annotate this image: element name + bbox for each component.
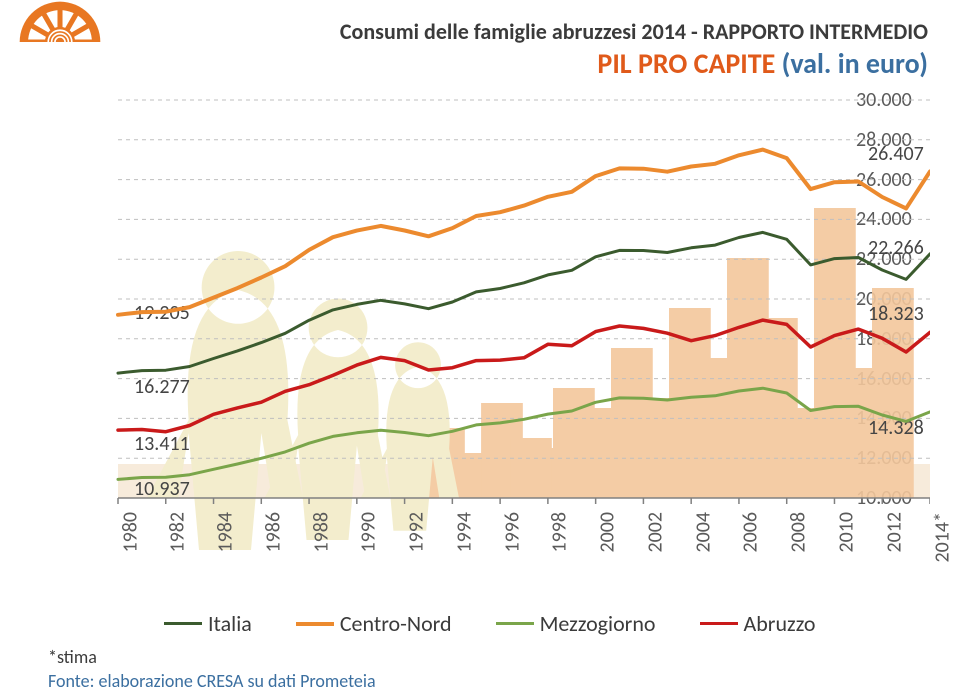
pil-pro-capite-chart: 10.00012.00014.00016.00018.00020.00022.0… <box>34 96 930 558</box>
legend-swatch-abruzzo <box>700 622 738 626</box>
super-title: Consumi delle famiglie abruzzesi 2014 - … <box>340 18 928 45</box>
series-centro-nord <box>118 150 930 315</box>
legend-swatch-centro-nord <box>296 622 334 626</box>
legend-label-mezzogiorno: Mezzogiorno <box>540 610 656 637</box>
legend-label-abruzzo: Abruzzo <box>744 610 816 637</box>
chart-legend: Italia Centro-Nord Mezzogiorno Abruzzo <box>164 610 816 637</box>
legend-swatch-italia <box>164 622 202 625</box>
cresa-logo <box>18 0 102 84</box>
legend-item-mezzogiorno: Mezzogiorno <box>496 610 656 637</box>
legend-label-italia: Italia <box>208 610 252 637</box>
logo-hub <box>45 27 75 57</box>
legend-item-italia: Italia <box>164 610 252 637</box>
series-italia <box>118 232 930 373</box>
xtick-label: 2014* <box>930 512 954 563</box>
chart-plot <box>34 96 930 558</box>
footnote-stima: *stima <box>48 646 97 668</box>
main-title: PIL PRO CAPITE (val. in euro) <box>597 46 928 81</box>
source-line: Fonte: elaborazione CRESA su dati Promet… <box>48 670 376 692</box>
legend-swatch-mezzogiorno <box>496 622 534 625</box>
series-mezzogiorno <box>118 388 930 479</box>
main-title-prefix: PIL PRO CAPITE <box>597 46 781 81</box>
series-abruzzo <box>118 320 930 432</box>
legend-label-centro-nord: Centro-Nord <box>340 610 452 637</box>
legend-item-abruzzo: Abruzzo <box>700 610 816 637</box>
legend-item-centro-nord: Centro-Nord <box>296 610 452 637</box>
main-title-suffix: (val. in euro) <box>782 46 928 81</box>
